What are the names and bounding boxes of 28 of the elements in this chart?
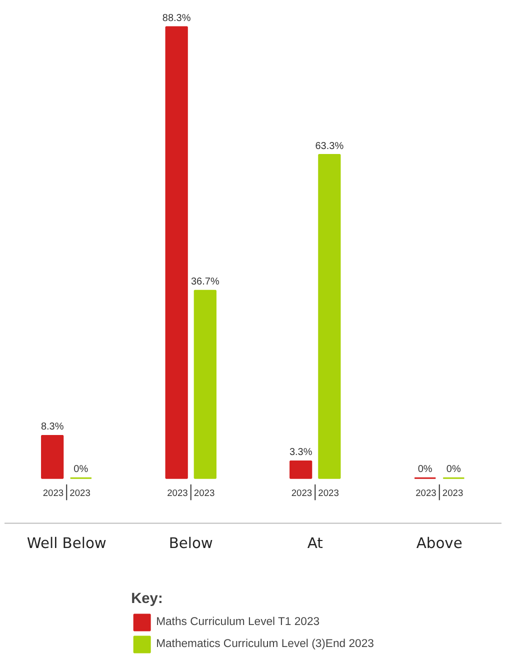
x-tick-label: Above [416,535,462,552]
legend-label: Mathematics Curriculum Level (3)End 2023 [156,638,374,650]
text: 2023 [442,488,464,498]
text: 2023 [70,488,90,498]
text: 2023 [167,488,188,498]
data-label: 63.3% [315,140,344,152]
data-label: 36.7% [190,276,220,288]
data-label: 8.3% [40,422,64,433]
legend-label: Maths Curriculum Level T1 2023 [156,616,320,628]
bar [165,26,188,479]
data-label: 0% [74,464,88,476]
x-tick-label: Well Below [26,535,106,552]
text: 2023 [416,488,436,498]
bar [41,434,64,479]
data-label: 0% [446,464,461,476]
text: 2023 [42,488,64,498]
x-tick-label: At [307,535,324,552]
text: 2023 [318,488,339,498]
text: 2023 [291,488,312,498]
legend-title: Key: [131,591,164,607]
bar [290,460,312,479]
bar [194,290,216,479]
bar [318,154,341,479]
data-label: 0% [418,464,432,476]
data-label: 88.3% [162,13,191,24]
x-tick-label: Below [168,535,213,552]
data-label: 3.3% [289,447,312,458]
text: 2023 [194,488,215,498]
